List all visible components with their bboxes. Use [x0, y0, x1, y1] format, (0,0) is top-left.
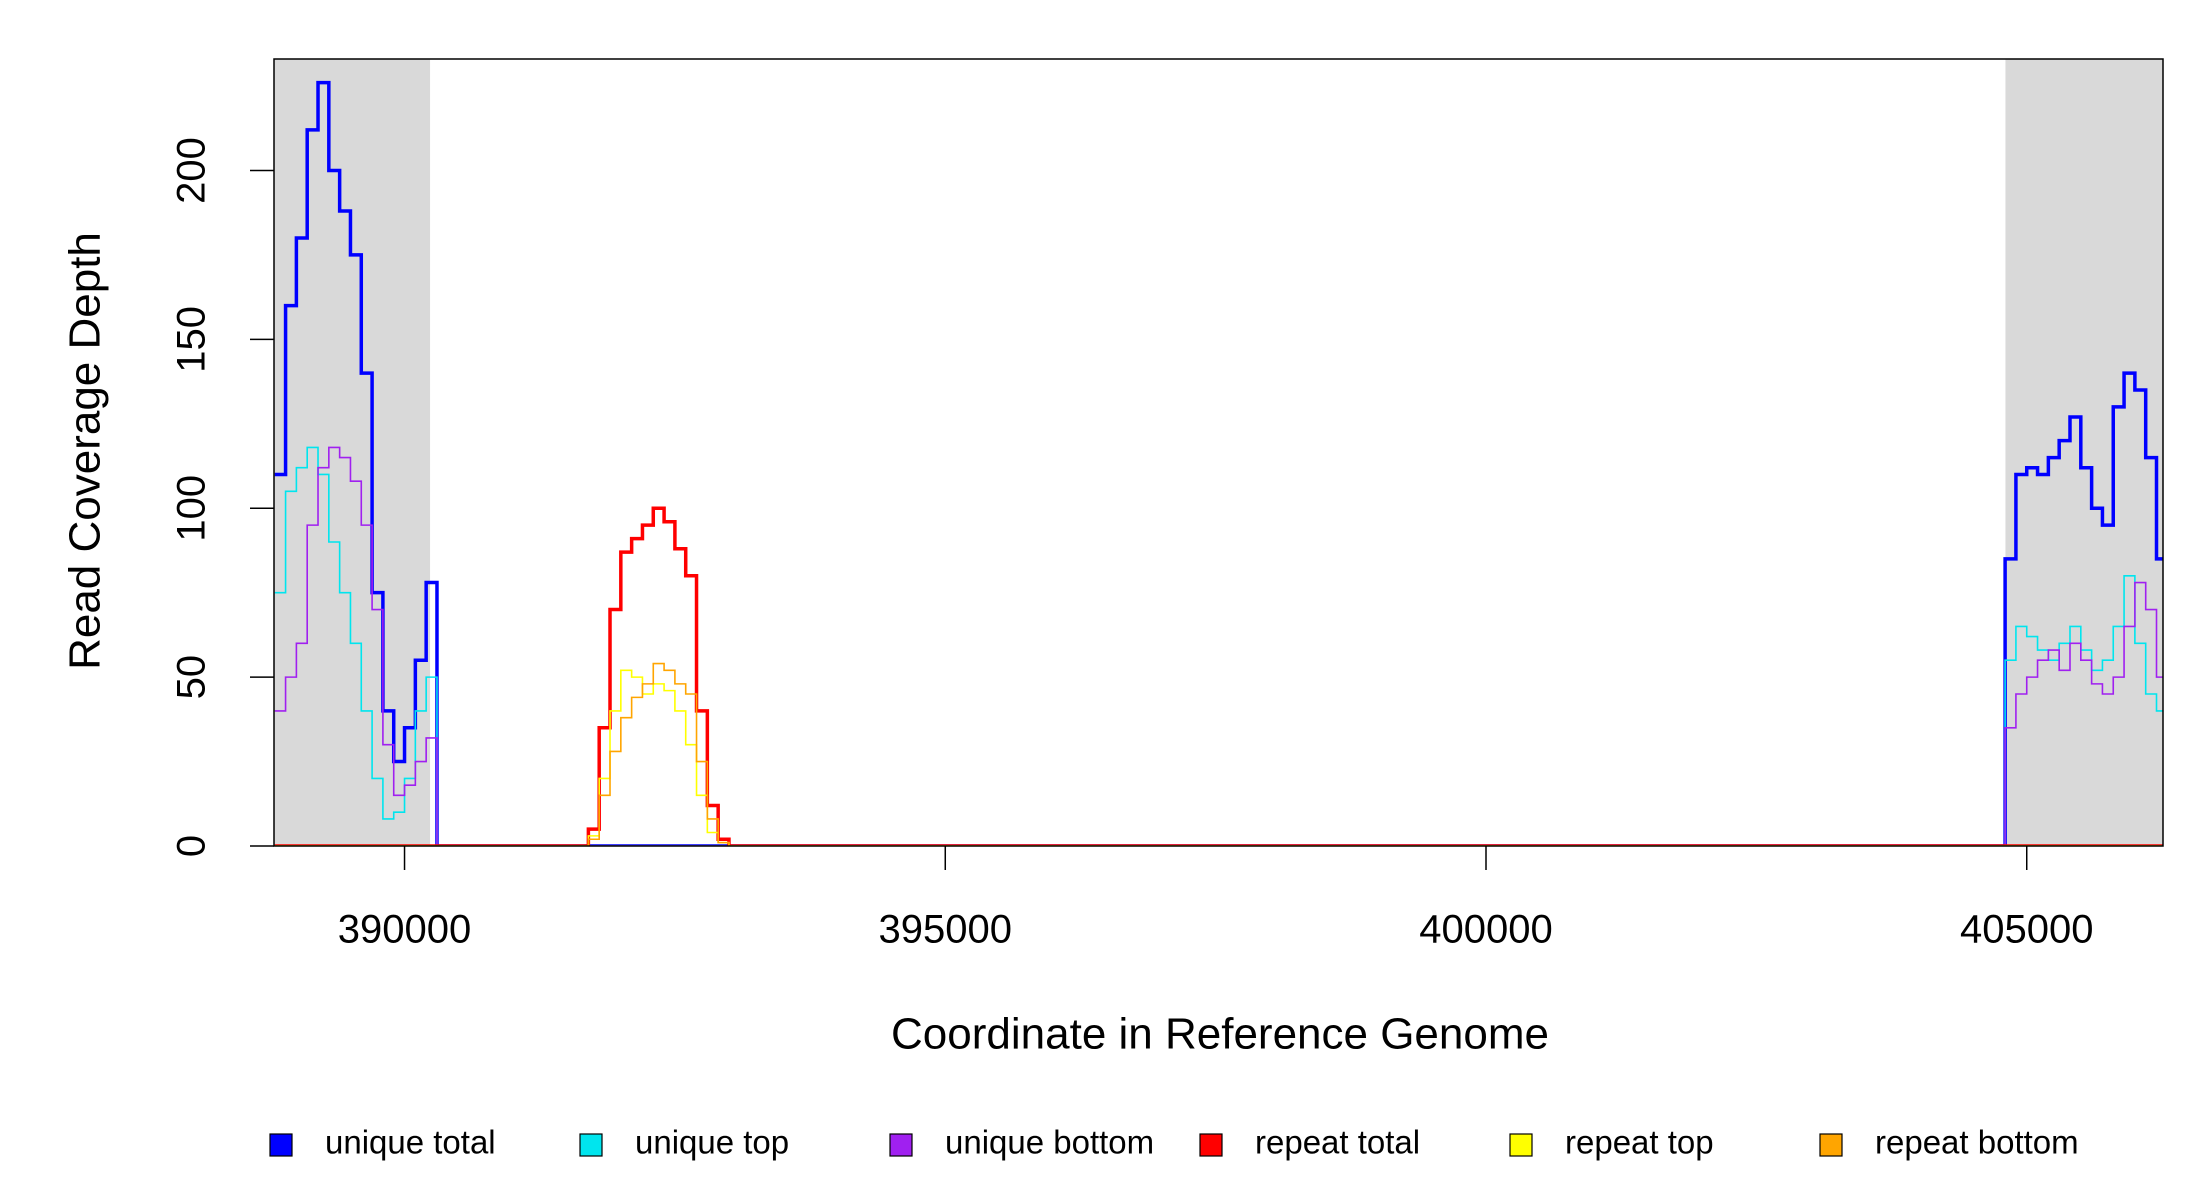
- series-line: [274, 446, 2163, 846]
- series-line: [274, 506, 2163, 846]
- y-tick-label: 100: [170, 475, 214, 542]
- legend-label: unique total: [325, 1124, 496, 1161]
- legend-swatch: [579, 1133, 603, 1157]
- legend-swatch: [1509, 1133, 1533, 1157]
- series-line: [274, 446, 2163, 846]
- legend-label: repeat top: [1565, 1124, 1714, 1161]
- x-tick-label: 405000: [1960, 908, 2093, 952]
- y-tick-label: 150: [170, 306, 214, 373]
- series-line: [274, 669, 2163, 846]
- y-tick-label: 0: [170, 835, 214, 857]
- x-tick-label: 390000: [338, 908, 471, 952]
- plot-frame: [273, 58, 2164, 847]
- plot-area: [274, 80, 2163, 846]
- legend-swatch: [269, 1133, 293, 1157]
- series-line: [274, 80, 2163, 846]
- shaded-range: [2005, 59, 2163, 846]
- y-tick-label: 200: [170, 137, 214, 204]
- legend-label: repeat bottom: [1875, 1124, 2079, 1161]
- shaded-range: [274, 59, 431, 846]
- y-axis-label: Read Coverage Depth: [61, 232, 110, 670]
- x-axis-label: Coordinate in Reference Genome: [891, 1010, 1549, 1059]
- legend-swatch: [1199, 1133, 1223, 1157]
- legend-label: unique top: [635, 1124, 789, 1161]
- legend-swatch: [889, 1133, 913, 1157]
- legend-swatch: [1819, 1133, 1843, 1157]
- legend-label: repeat total: [1255, 1124, 1420, 1161]
- y-tick-label: 50: [170, 655, 214, 700]
- legend-label: unique bottom: [945, 1124, 1154, 1161]
- x-tick-label: 395000: [879, 908, 1012, 952]
- x-tick-label: 400000: [1419, 908, 1552, 952]
- series-line: [274, 662, 2163, 846]
